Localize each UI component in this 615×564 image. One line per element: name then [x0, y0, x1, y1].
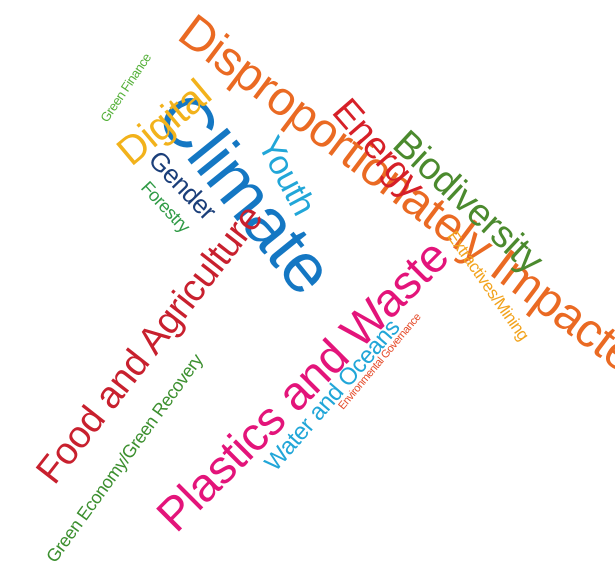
word-cloud: Disproportionately Impacted Climate Yout…: [28, 5, 615, 564]
